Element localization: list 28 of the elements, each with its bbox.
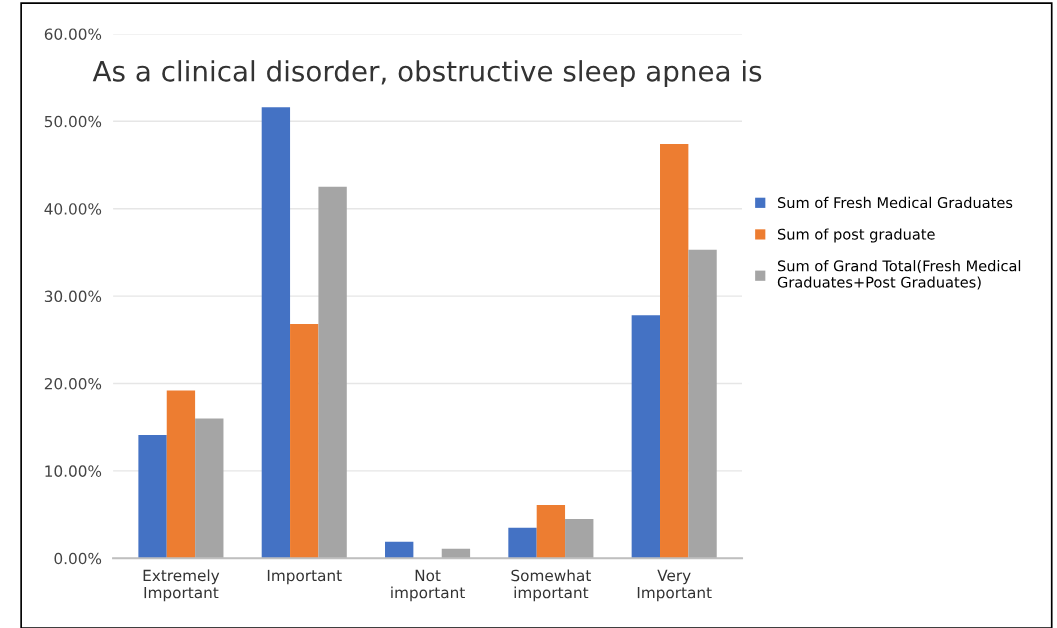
y-tick-label: 50.00%: [44, 115, 102, 128]
legend-label: Sum of post graduate: [777, 228, 935, 243]
bar: [166, 390, 196, 559]
legend-label: Sum of Grand Total(Fresh Medical Graduates+Post Graduates): [777, 260, 1021, 290]
x-tick-label: Not important: [391, 569, 465, 602]
y-tick-label: 30.00%: [44, 290, 102, 303]
x-tick-label: Somewhat important: [511, 569, 591, 602]
bar: [290, 324, 319, 559]
x-tick-label: Extremely Important: [143, 569, 220, 602]
bar: [631, 315, 661, 559]
x-tick-label: Important: [267, 569, 342, 585]
bar: [261, 107, 291, 559]
bar: [688, 249, 717, 559]
y-tick-label: 10.00%: [45, 465, 102, 477]
bar: [536, 504, 566, 559]
bar: [138, 435, 167, 559]
text: As a clinical disorder, obstructive sleep apnea is: [92, 60, 762, 88]
y-tick-label: 60.00%: [44, 28, 102, 40]
bar: [318, 186, 347, 559]
bar: [195, 418, 224, 559]
legend-label: Sum of Fresh Medical Graduates: [777, 196, 1013, 209]
y-tick-label: 40.00%: [44, 203, 102, 215]
bar: [660, 144, 689, 559]
bar: [508, 527, 537, 559]
y-tick-label: 20.00%: [44, 377, 102, 390]
y-tick-label: 0.00%: [54, 552, 102, 565]
bar: [565, 518, 594, 559]
x-tick-label: Very Important: [637, 569, 712, 602]
